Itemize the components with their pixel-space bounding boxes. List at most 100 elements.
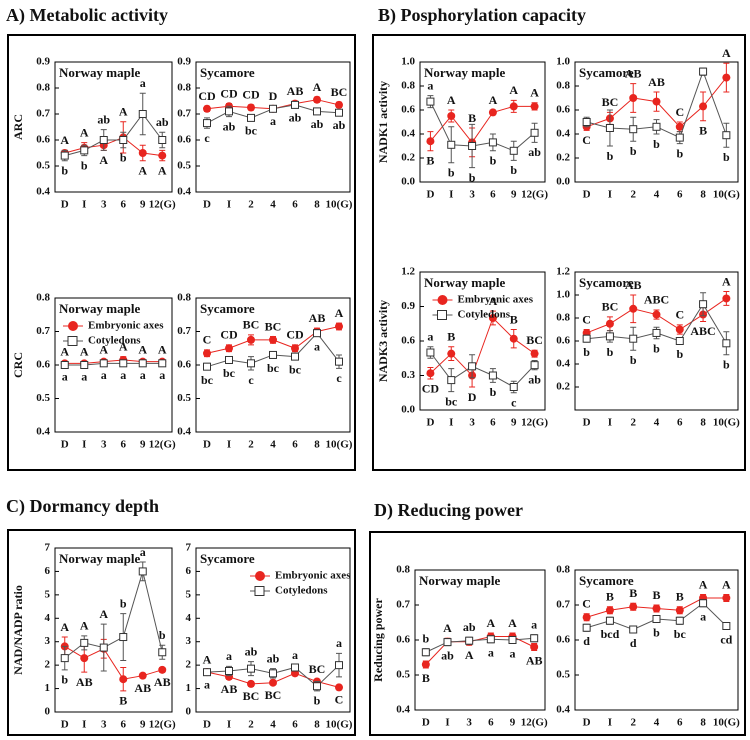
point bbox=[269, 104, 277, 113]
significance-letter: A bbox=[509, 83, 518, 97]
x-tick-label: 9 bbox=[510, 717, 516, 729]
subplot-title: Norway maple bbox=[59, 301, 140, 316]
significance-letter: a bbox=[140, 76, 146, 90]
point bbox=[530, 643, 539, 651]
significance-letter: b bbox=[723, 150, 730, 164]
y-tick-label: 1.0 bbox=[556, 56, 570, 68]
point bbox=[119, 359, 128, 368]
significance-letter: BC bbox=[265, 688, 282, 702]
point bbox=[80, 638, 89, 647]
point bbox=[247, 664, 255, 673]
y-tick-label: 0.5 bbox=[177, 160, 191, 172]
subplot-title: Sycamore bbox=[200, 551, 255, 566]
y-tick-label: 0.9 bbox=[36, 56, 50, 68]
point bbox=[652, 615, 661, 623]
y-tick-label: 0.4 bbox=[177, 186, 191, 198]
axes-frame bbox=[54, 61, 173, 193]
significance-letter: C bbox=[582, 597, 591, 611]
point bbox=[158, 359, 167, 368]
point bbox=[426, 137, 435, 146]
y-tick-label: 2 bbox=[186, 659, 192, 671]
point bbox=[509, 334, 518, 343]
significance-letter: b bbox=[490, 385, 497, 399]
x-tick-label: D bbox=[422, 717, 430, 729]
x-tick-label: I bbox=[608, 717, 612, 729]
significance-letter: B bbox=[629, 586, 637, 600]
point bbox=[335, 683, 343, 692]
significance-letter: a bbox=[292, 648, 298, 662]
significance-letter: bc bbox=[223, 366, 236, 380]
significance-letter: a bbox=[101, 368, 107, 382]
point bbox=[225, 667, 233, 675]
point bbox=[313, 107, 321, 116]
axes-frame bbox=[54, 547, 173, 713]
axes-frame bbox=[195, 547, 351, 713]
significance-letter: B bbox=[426, 154, 434, 168]
y-tick-label: 0.8 bbox=[36, 292, 50, 304]
point bbox=[203, 362, 211, 371]
point bbox=[530, 128, 539, 137]
point bbox=[158, 136, 167, 144]
x-tick-label: 6 bbox=[292, 719, 298, 731]
x-tick-label: D bbox=[203, 439, 211, 451]
point bbox=[652, 604, 661, 613]
x-tick-label: I bbox=[608, 189, 612, 201]
x-tick-label: 3 bbox=[469, 417, 475, 429]
point bbox=[291, 663, 299, 672]
y-tick-label: 0.6 bbox=[36, 134, 50, 146]
significance-letter: b bbox=[653, 137, 660, 151]
x-tick-label: 6 bbox=[121, 199, 127, 211]
axes-frame bbox=[574, 61, 739, 183]
x-tick-label: 10(G) bbox=[713, 189, 740, 201]
y-tick-label: 1 bbox=[186, 682, 192, 694]
point bbox=[426, 97, 435, 106]
significance-letter: AB bbox=[648, 75, 665, 89]
significance-letter: b bbox=[81, 158, 88, 172]
significance-letter: B bbox=[447, 330, 455, 344]
significance-letter: A bbox=[486, 616, 495, 630]
point bbox=[138, 671, 147, 680]
y-tick-label: 0.5 bbox=[36, 160, 50, 172]
significance-letter: AB bbox=[76, 675, 93, 689]
x-tick-label: I bbox=[82, 719, 86, 731]
significance-letter: c bbox=[336, 371, 342, 385]
point bbox=[80, 361, 89, 369]
point bbox=[138, 149, 147, 157]
significance-letter: c bbox=[204, 131, 210, 145]
panel-frame bbox=[7, 529, 356, 736]
point bbox=[447, 140, 456, 149]
point bbox=[313, 95, 321, 104]
x-tick-label: 4 bbox=[654, 189, 660, 201]
point bbox=[269, 669, 277, 678]
point bbox=[269, 335, 277, 344]
significance-letter: B bbox=[468, 111, 476, 125]
significance-letter: a bbox=[314, 339, 320, 353]
y-tick-label: 0.8 bbox=[556, 312, 570, 324]
significance-letter: C bbox=[582, 133, 591, 147]
x-tick-label: 12(G) bbox=[521, 717, 548, 729]
legend-marker bbox=[255, 571, 265, 581]
point bbox=[605, 616, 614, 625]
point bbox=[158, 665, 167, 674]
point bbox=[722, 73, 731, 82]
significance-letter: a bbox=[427, 330, 433, 344]
panel-frame bbox=[372, 34, 746, 471]
significance-letter: ab bbox=[528, 145, 541, 159]
y-tick-label: 0.6 bbox=[556, 335, 570, 347]
point bbox=[629, 125, 638, 134]
significance-letter: b bbox=[448, 166, 455, 180]
x-tick-label: I bbox=[449, 189, 453, 201]
x-tick-label: I bbox=[227, 199, 231, 211]
point bbox=[203, 349, 211, 358]
x-tick-label: 6 bbox=[488, 717, 494, 729]
significance-letter: C bbox=[335, 692, 344, 706]
significance-letter: b bbox=[422, 632, 429, 646]
significance-letter: C bbox=[675, 308, 684, 322]
point bbox=[629, 94, 638, 102]
y-tick-label: 0.6 bbox=[36, 359, 50, 371]
point bbox=[722, 131, 731, 140]
significance-letter: b bbox=[583, 345, 590, 359]
x-tick-label: I bbox=[445, 717, 449, 729]
y-tick-label: 0.4 bbox=[36, 186, 50, 198]
